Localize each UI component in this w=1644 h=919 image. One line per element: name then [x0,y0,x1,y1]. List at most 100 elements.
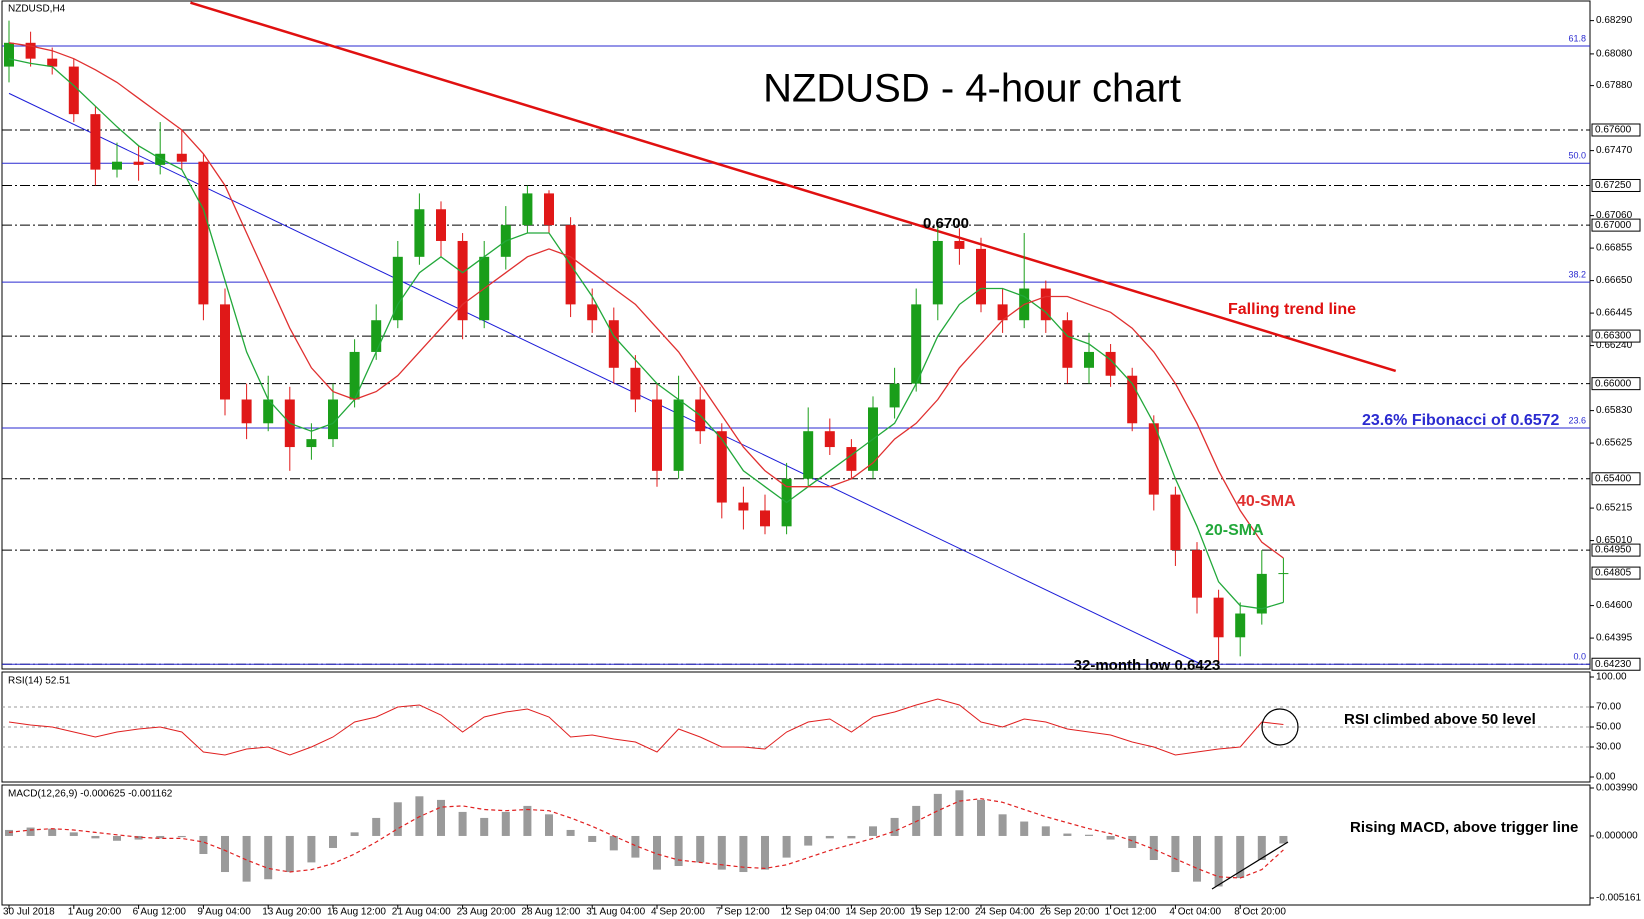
candle-body [220,304,230,400]
x-tick-label: 12 Sep 04:00 [781,907,841,918]
macd-bar [1236,835,1245,879]
macd-bar [631,835,640,858]
macd-bar [199,835,208,854]
y-tick-label: 100.00 [1596,672,1627,683]
macd-bar [609,835,618,851]
level-label-box [1591,657,1641,671]
candle-body [738,502,749,511]
macd-bar [458,811,467,836]
candle-body [954,240,965,249]
candle-body [1256,573,1267,614]
candle-body [522,193,533,226]
candle-body [90,114,101,170]
fib-label: 50.0 [1568,151,1586,161]
macd-bar [825,835,834,839]
candle-body [457,240,468,321]
candle-body [25,42,36,59]
level-label-box [1591,543,1641,557]
candle-body [716,431,727,503]
candle-body [673,399,684,471]
macd-bar [177,835,186,838]
macd-bar [1128,835,1137,848]
macd-bar [1214,835,1223,887]
macd-bar [329,835,337,848]
y-tick-label: 0.66650 [1596,275,1633,286]
macd-bar [696,835,705,863]
macd-bar [674,835,683,867]
macd-bar [847,835,856,839]
candle-body [47,58,58,67]
macd-bar [1106,835,1115,840]
x-tick-label: 19 Sep 12:00 [910,907,970,918]
candle-body [198,161,209,305]
x-tick-label: 16 Aug 12:00 [327,907,386,918]
macd-bar [933,793,942,836]
macd-bar [307,835,316,863]
candle-body [911,304,922,384]
y-tick-label: 0.64600 [1596,600,1633,611]
x-tick-label: 28 Aug 12:00 [521,907,580,918]
candle-body [133,161,144,165]
candle-body [414,209,425,257]
y-tick-label: 0.67880 [1596,80,1633,91]
candle-body [1235,613,1246,638]
last-price-label: 0.64805 [1595,568,1632,579]
y-tick-label: 0.003990 [1596,783,1638,794]
candle-body [349,351,360,400]
candle-body [68,66,79,115]
candle-body [392,256,403,321]
annotation: 20-SMA [1205,522,1264,539]
macd-bar [890,817,899,836]
candle-body [1170,494,1181,551]
macd-bar [372,817,381,836]
candle-body [436,209,446,241]
y-tick-label: 0.65625 [1596,438,1633,449]
macd-bar [350,832,359,836]
candle-body [1213,597,1224,638]
macd-bar [782,835,791,858]
candle-body [176,153,187,162]
level-label-box [1591,123,1641,137]
annotation-line [1211,841,1289,890]
candle-body [371,320,382,352]
candle-body [976,248,986,305]
level-label: 0.64950 [1595,545,1632,556]
y-tick-label: 0.65830 [1596,405,1633,416]
macd-bar [869,826,877,836]
level-label-box [1591,472,1641,486]
macd-bar [1063,833,1072,836]
macd-bar [242,835,251,882]
macd-bar [480,817,489,836]
macd-bar [1171,835,1180,873]
candle-body [1148,423,1159,495]
candle-body [1105,351,1116,376]
macd-bar [739,835,748,873]
macd-bar [48,828,57,836]
annotation: 0.6700 [923,215,969,232]
macd-bar [393,802,402,836]
candle-body [608,320,619,368]
macd-bar [545,814,553,836]
panel-label: RSI(14) 52.51 [8,676,71,687]
x-tick-label: 4 Oct 04:00 [1169,907,1221,918]
sma-line [8,42,1284,559]
x-tick-label: 9 Aug 04:00 [197,907,251,918]
candle-body [630,367,641,400]
fib-label: 38.2 [1568,270,1586,280]
macd-bar [26,827,35,836]
level-label: 0.64230 [1595,659,1632,670]
candle-body [889,383,900,408]
macd-bar [955,790,964,836]
signal-line [8,798,1284,879]
macd-bar [221,835,229,873]
y-tick-label: 0.65215 [1596,503,1633,514]
macd-bar [437,799,445,836]
macd-bar [998,814,1007,836]
macd-bar [285,835,294,873]
highlight-circle [1261,708,1299,746]
macd-bar [523,805,532,836]
panel-label: NZDUSD,H4 [8,4,66,15]
x-tick-label: 4 Sep 20:00 [651,907,705,918]
x-tick-label: 31 Aug 04:00 [586,907,645,918]
